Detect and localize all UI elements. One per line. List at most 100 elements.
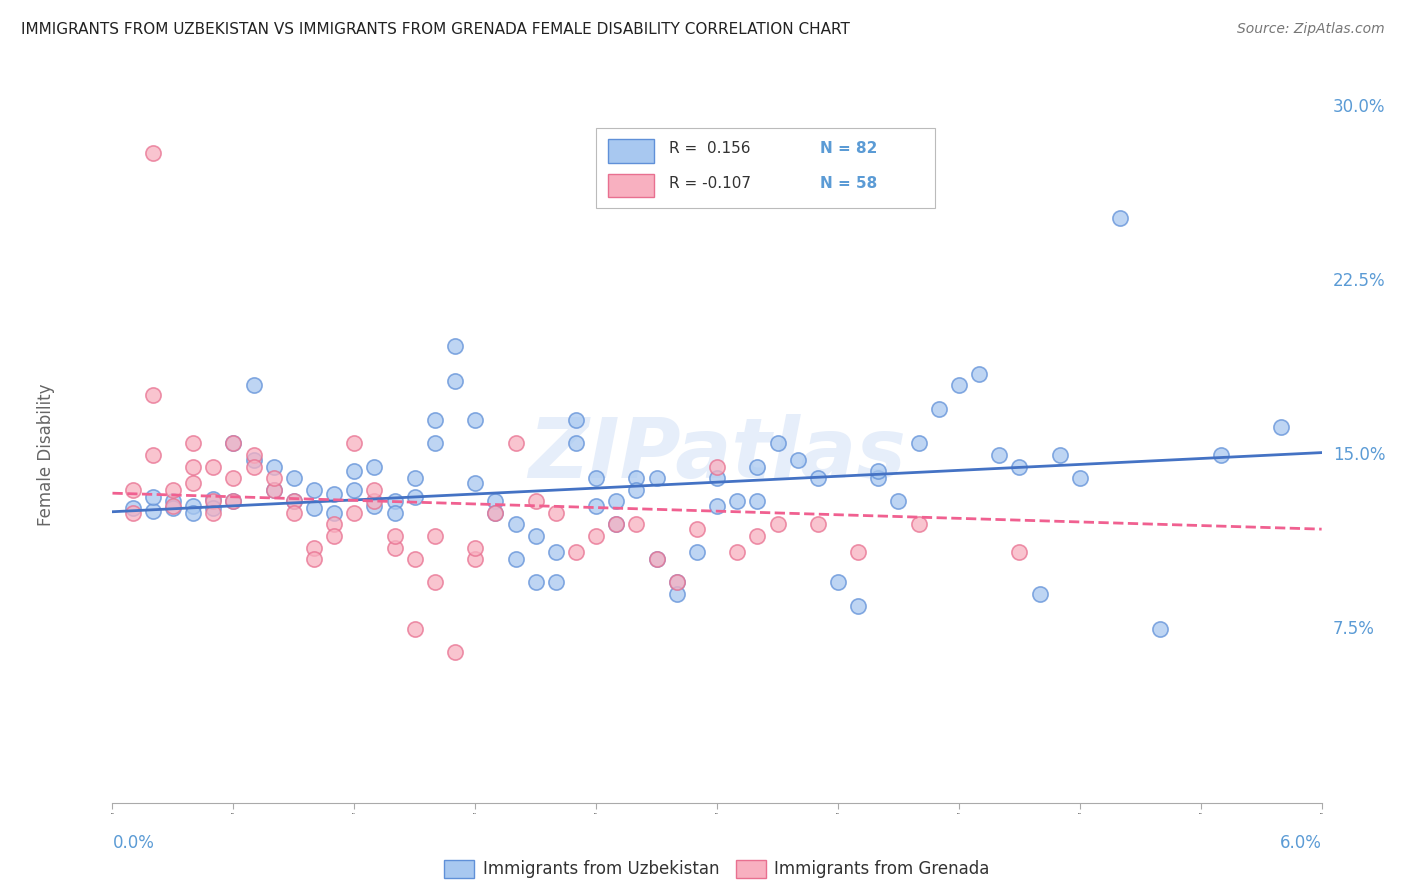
Point bbox=[747, 494, 769, 508]
Point bbox=[384, 529, 406, 543]
Point bbox=[363, 459, 385, 474]
Point bbox=[181, 506, 204, 520]
Point bbox=[807, 517, 830, 532]
Point bbox=[343, 506, 366, 520]
Point bbox=[1028, 587, 1050, 601]
Point bbox=[505, 436, 527, 450]
Point bbox=[242, 378, 264, 392]
Point bbox=[1008, 459, 1031, 474]
Point bbox=[444, 339, 467, 353]
Point bbox=[181, 436, 204, 450]
Point bbox=[323, 529, 346, 543]
Point bbox=[142, 387, 165, 401]
Point bbox=[464, 475, 486, 490]
Point bbox=[464, 541, 486, 555]
Point bbox=[242, 452, 264, 467]
Point bbox=[323, 506, 346, 520]
Text: 15.0%: 15.0% bbox=[1333, 446, 1385, 464]
Point bbox=[363, 494, 385, 508]
Point bbox=[263, 483, 285, 497]
Point bbox=[343, 436, 366, 450]
Point bbox=[1069, 471, 1091, 485]
Point bbox=[162, 483, 184, 497]
Point bbox=[1270, 420, 1292, 434]
Point bbox=[544, 575, 567, 590]
Point bbox=[162, 501, 184, 516]
Point bbox=[202, 491, 225, 506]
Point bbox=[665, 587, 688, 601]
Point bbox=[484, 506, 506, 520]
Point bbox=[302, 501, 325, 516]
Point bbox=[202, 506, 225, 520]
Point bbox=[283, 506, 305, 520]
Point bbox=[988, 448, 1011, 462]
Point bbox=[384, 541, 406, 555]
Legend: Immigrants from Uzbekistan, Immigrants from Grenada: Immigrants from Uzbekistan, Immigrants f… bbox=[437, 853, 997, 885]
Point bbox=[868, 464, 890, 478]
Point bbox=[181, 499, 204, 513]
Point bbox=[121, 501, 143, 516]
Point bbox=[283, 494, 305, 508]
Point bbox=[706, 471, 728, 485]
Point bbox=[404, 552, 426, 566]
Point bbox=[222, 471, 245, 485]
Point bbox=[928, 401, 950, 416]
Point bbox=[907, 517, 929, 532]
Point bbox=[1008, 545, 1031, 559]
Point bbox=[846, 599, 869, 613]
Point bbox=[283, 471, 305, 485]
Point bbox=[544, 545, 567, 559]
Point bbox=[645, 471, 668, 485]
Point bbox=[484, 494, 506, 508]
Point bbox=[162, 499, 184, 513]
Point bbox=[181, 475, 204, 490]
Point bbox=[766, 436, 789, 450]
Point bbox=[202, 501, 225, 516]
Point bbox=[585, 471, 607, 485]
Point bbox=[907, 436, 929, 450]
FancyBboxPatch shape bbox=[609, 139, 654, 162]
Point bbox=[343, 464, 366, 478]
Point bbox=[283, 494, 305, 508]
Point bbox=[423, 575, 446, 590]
Point bbox=[706, 499, 728, 513]
Point bbox=[263, 471, 285, 485]
Point bbox=[505, 552, 527, 566]
Point bbox=[807, 471, 830, 485]
Point bbox=[626, 471, 648, 485]
Point bbox=[827, 575, 849, 590]
Point bbox=[444, 645, 467, 659]
Point bbox=[302, 483, 325, 497]
Text: 22.5%: 22.5% bbox=[1333, 272, 1385, 290]
Text: N = 58: N = 58 bbox=[820, 176, 877, 191]
Point bbox=[142, 448, 165, 462]
Point bbox=[464, 413, 486, 427]
Point bbox=[585, 499, 607, 513]
Point bbox=[686, 522, 709, 536]
Text: 30.0%: 30.0% bbox=[1333, 98, 1385, 116]
Point bbox=[948, 378, 970, 392]
Point bbox=[766, 517, 789, 532]
Point bbox=[142, 490, 165, 504]
FancyBboxPatch shape bbox=[596, 128, 935, 208]
Point bbox=[343, 483, 366, 497]
Point bbox=[786, 452, 808, 467]
Point bbox=[121, 506, 143, 520]
Text: N = 82: N = 82 bbox=[820, 141, 877, 156]
Point bbox=[605, 517, 627, 532]
Point bbox=[162, 494, 184, 508]
Point bbox=[263, 483, 285, 497]
Point bbox=[1109, 211, 1132, 226]
Point bbox=[725, 494, 748, 508]
Point bbox=[1209, 448, 1232, 462]
Point bbox=[645, 552, 668, 566]
Point bbox=[706, 459, 728, 474]
Point bbox=[142, 503, 165, 517]
Point bbox=[202, 459, 225, 474]
Text: 6.0%: 6.0% bbox=[1279, 834, 1322, 852]
Point bbox=[323, 517, 346, 532]
Point bbox=[464, 552, 486, 566]
Text: Source: ZipAtlas.com: Source: ZipAtlas.com bbox=[1237, 22, 1385, 37]
Point bbox=[423, 529, 446, 543]
Point bbox=[846, 545, 869, 559]
